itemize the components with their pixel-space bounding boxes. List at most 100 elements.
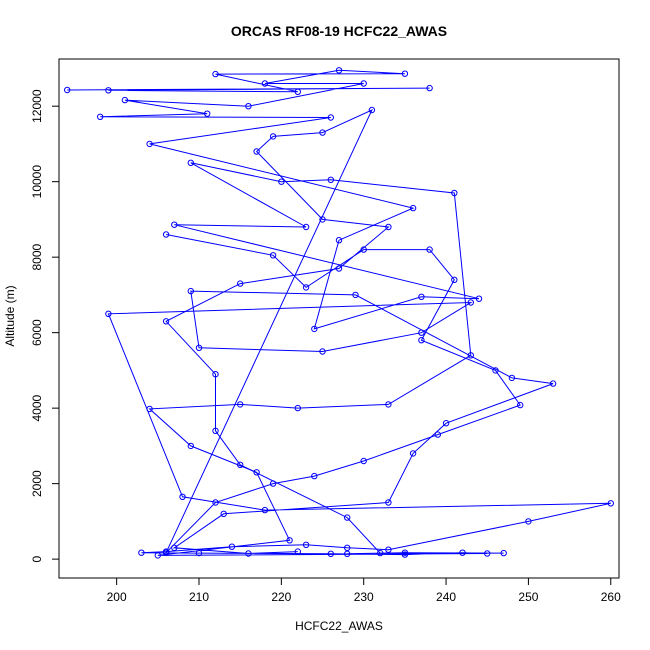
data-point — [327, 550, 334, 557]
data-point — [294, 548, 301, 555]
series-lines — [67, 69, 611, 556]
data-point — [212, 371, 219, 378]
data-point — [154, 552, 162, 559]
data-point — [418, 337, 425, 344]
data-point — [245, 103, 252, 110]
data-point — [426, 84, 433, 92]
data-point — [377, 549, 384, 557]
data-point — [269, 133, 277, 140]
data-point — [401, 551, 409, 558]
data-point — [146, 405, 153, 413]
data-point — [261, 80, 269, 87]
data-point — [360, 80, 367, 87]
data-point — [335, 265, 343, 272]
y-tick-label: 6000 — [30, 319, 44, 346]
data-point — [212, 499, 219, 506]
data-point — [253, 148, 260, 155]
data-point — [195, 344, 203, 351]
y-tick-label: 0 — [30, 555, 44, 562]
data-point — [294, 88, 301, 96]
data-point — [409, 204, 417, 212]
data-point — [187, 442, 195, 450]
data-point — [269, 252, 277, 259]
data-point — [360, 246, 367, 253]
data-point — [228, 543, 236, 550]
data-point — [327, 176, 334, 184]
data-point — [195, 549, 203, 557]
y-tick-label: 12000 — [30, 89, 44, 123]
data-point — [418, 329, 425, 336]
series-line — [67, 69, 611, 556]
data-point — [319, 129, 326, 136]
data-point — [426, 246, 433, 253]
x-tick-label: 200 — [107, 590, 127, 604]
x-tick-label: 230 — [354, 590, 374, 604]
data-point — [385, 223, 392, 231]
data-point — [179, 493, 186, 500]
y-tick-label: 2000 — [30, 470, 44, 497]
data-point — [64, 86, 71, 94]
data-point — [434, 431, 441, 438]
y-tick-label: 8000 — [30, 243, 44, 270]
data-point — [525, 518, 532, 525]
data-point — [517, 401, 524, 409]
data-point — [171, 544, 178, 551]
data-point — [237, 461, 244, 468]
data-point — [294, 404, 301, 412]
data-point — [319, 348, 326, 355]
data-point — [319, 216, 326, 223]
data-point — [492, 367, 499, 374]
chart-title: ORCAS RF08-19 HCFC22_AWAS — [231, 23, 447, 39]
data-point — [253, 469, 260, 476]
data-point — [237, 401, 244, 408]
data-point — [121, 96, 129, 104]
data-point — [105, 310, 112, 317]
x-tick-label: 250 — [518, 590, 538, 604]
y-axis-label: Altitude (m) — [3, 285, 17, 346]
data-point — [385, 499, 392, 506]
data-point — [360, 457, 367, 465]
data-point — [146, 140, 153, 148]
y-tick-label: 4000 — [30, 394, 44, 421]
data-point — [327, 114, 334, 121]
data-point — [245, 550, 252, 557]
data-point — [467, 299, 474, 306]
x-tick-label: 240 — [436, 590, 456, 604]
data-point — [467, 352, 474, 359]
x-axis-label: HCFC22_AWAS — [295, 619, 383, 633]
y-axis: 0 2000 4000 6000 8000 10000 12000 — [30, 89, 60, 562]
data-point — [311, 325, 318, 333]
data-point — [459, 549, 466, 556]
series-points — [64, 67, 614, 559]
x-tick-label: 210 — [189, 590, 209, 604]
data-point — [368, 106, 376, 114]
data-point — [302, 541, 310, 548]
data-point — [335, 67, 343, 74]
data-point — [302, 223, 310, 231]
data-point — [212, 427, 219, 434]
data-point — [344, 544, 351, 551]
data-point — [105, 87, 112, 94]
data-point — [385, 401, 392, 408]
data-point — [549, 380, 557, 387]
data-point — [162, 318, 170, 325]
data-point — [97, 113, 104, 121]
x-tick-label: 260 — [601, 590, 621, 604]
data-point — [500, 549, 507, 557]
data-point — [352, 291, 359, 299]
data-point — [385, 546, 392, 553]
series-line — [165, 108, 521, 555]
data-point — [344, 550, 351, 557]
data-point — [409, 450, 417, 457]
data-point — [311, 472, 318, 480]
data-point — [418, 293, 425, 300]
data-point — [607, 500, 614, 507]
data-point — [162, 231, 170, 238]
data-point — [475, 295, 483, 302]
x-axis: 200 210 220 230 240 250 260 — [107, 577, 621, 604]
data-point — [204, 110, 211, 117]
data-point — [220, 510, 227, 517]
data-point — [286, 537, 293, 544]
